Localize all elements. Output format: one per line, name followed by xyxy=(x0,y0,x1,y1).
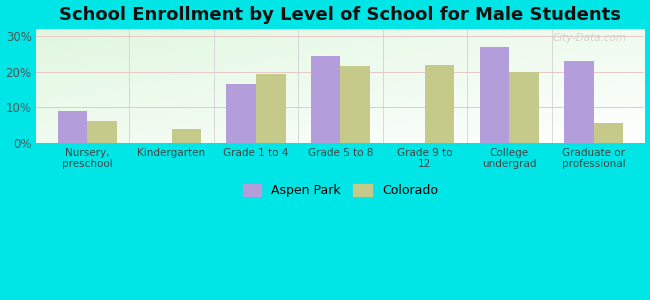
Bar xyxy=(564,61,594,143)
Bar xyxy=(510,72,539,143)
Bar xyxy=(256,74,285,143)
Bar xyxy=(425,65,454,143)
Bar xyxy=(594,123,623,143)
Bar xyxy=(480,47,510,143)
Bar xyxy=(341,67,370,143)
Text: City-Data.com: City-Data.com xyxy=(552,33,626,43)
Legend: Aspen Park, Colorado: Aspen Park, Colorado xyxy=(238,179,443,202)
Bar xyxy=(58,111,87,143)
Bar xyxy=(172,128,201,143)
Title: School Enrollment by Level of School for Male Students: School Enrollment by Level of School for… xyxy=(60,6,621,24)
Bar xyxy=(311,56,341,143)
Bar xyxy=(226,84,256,143)
Bar xyxy=(87,122,116,143)
